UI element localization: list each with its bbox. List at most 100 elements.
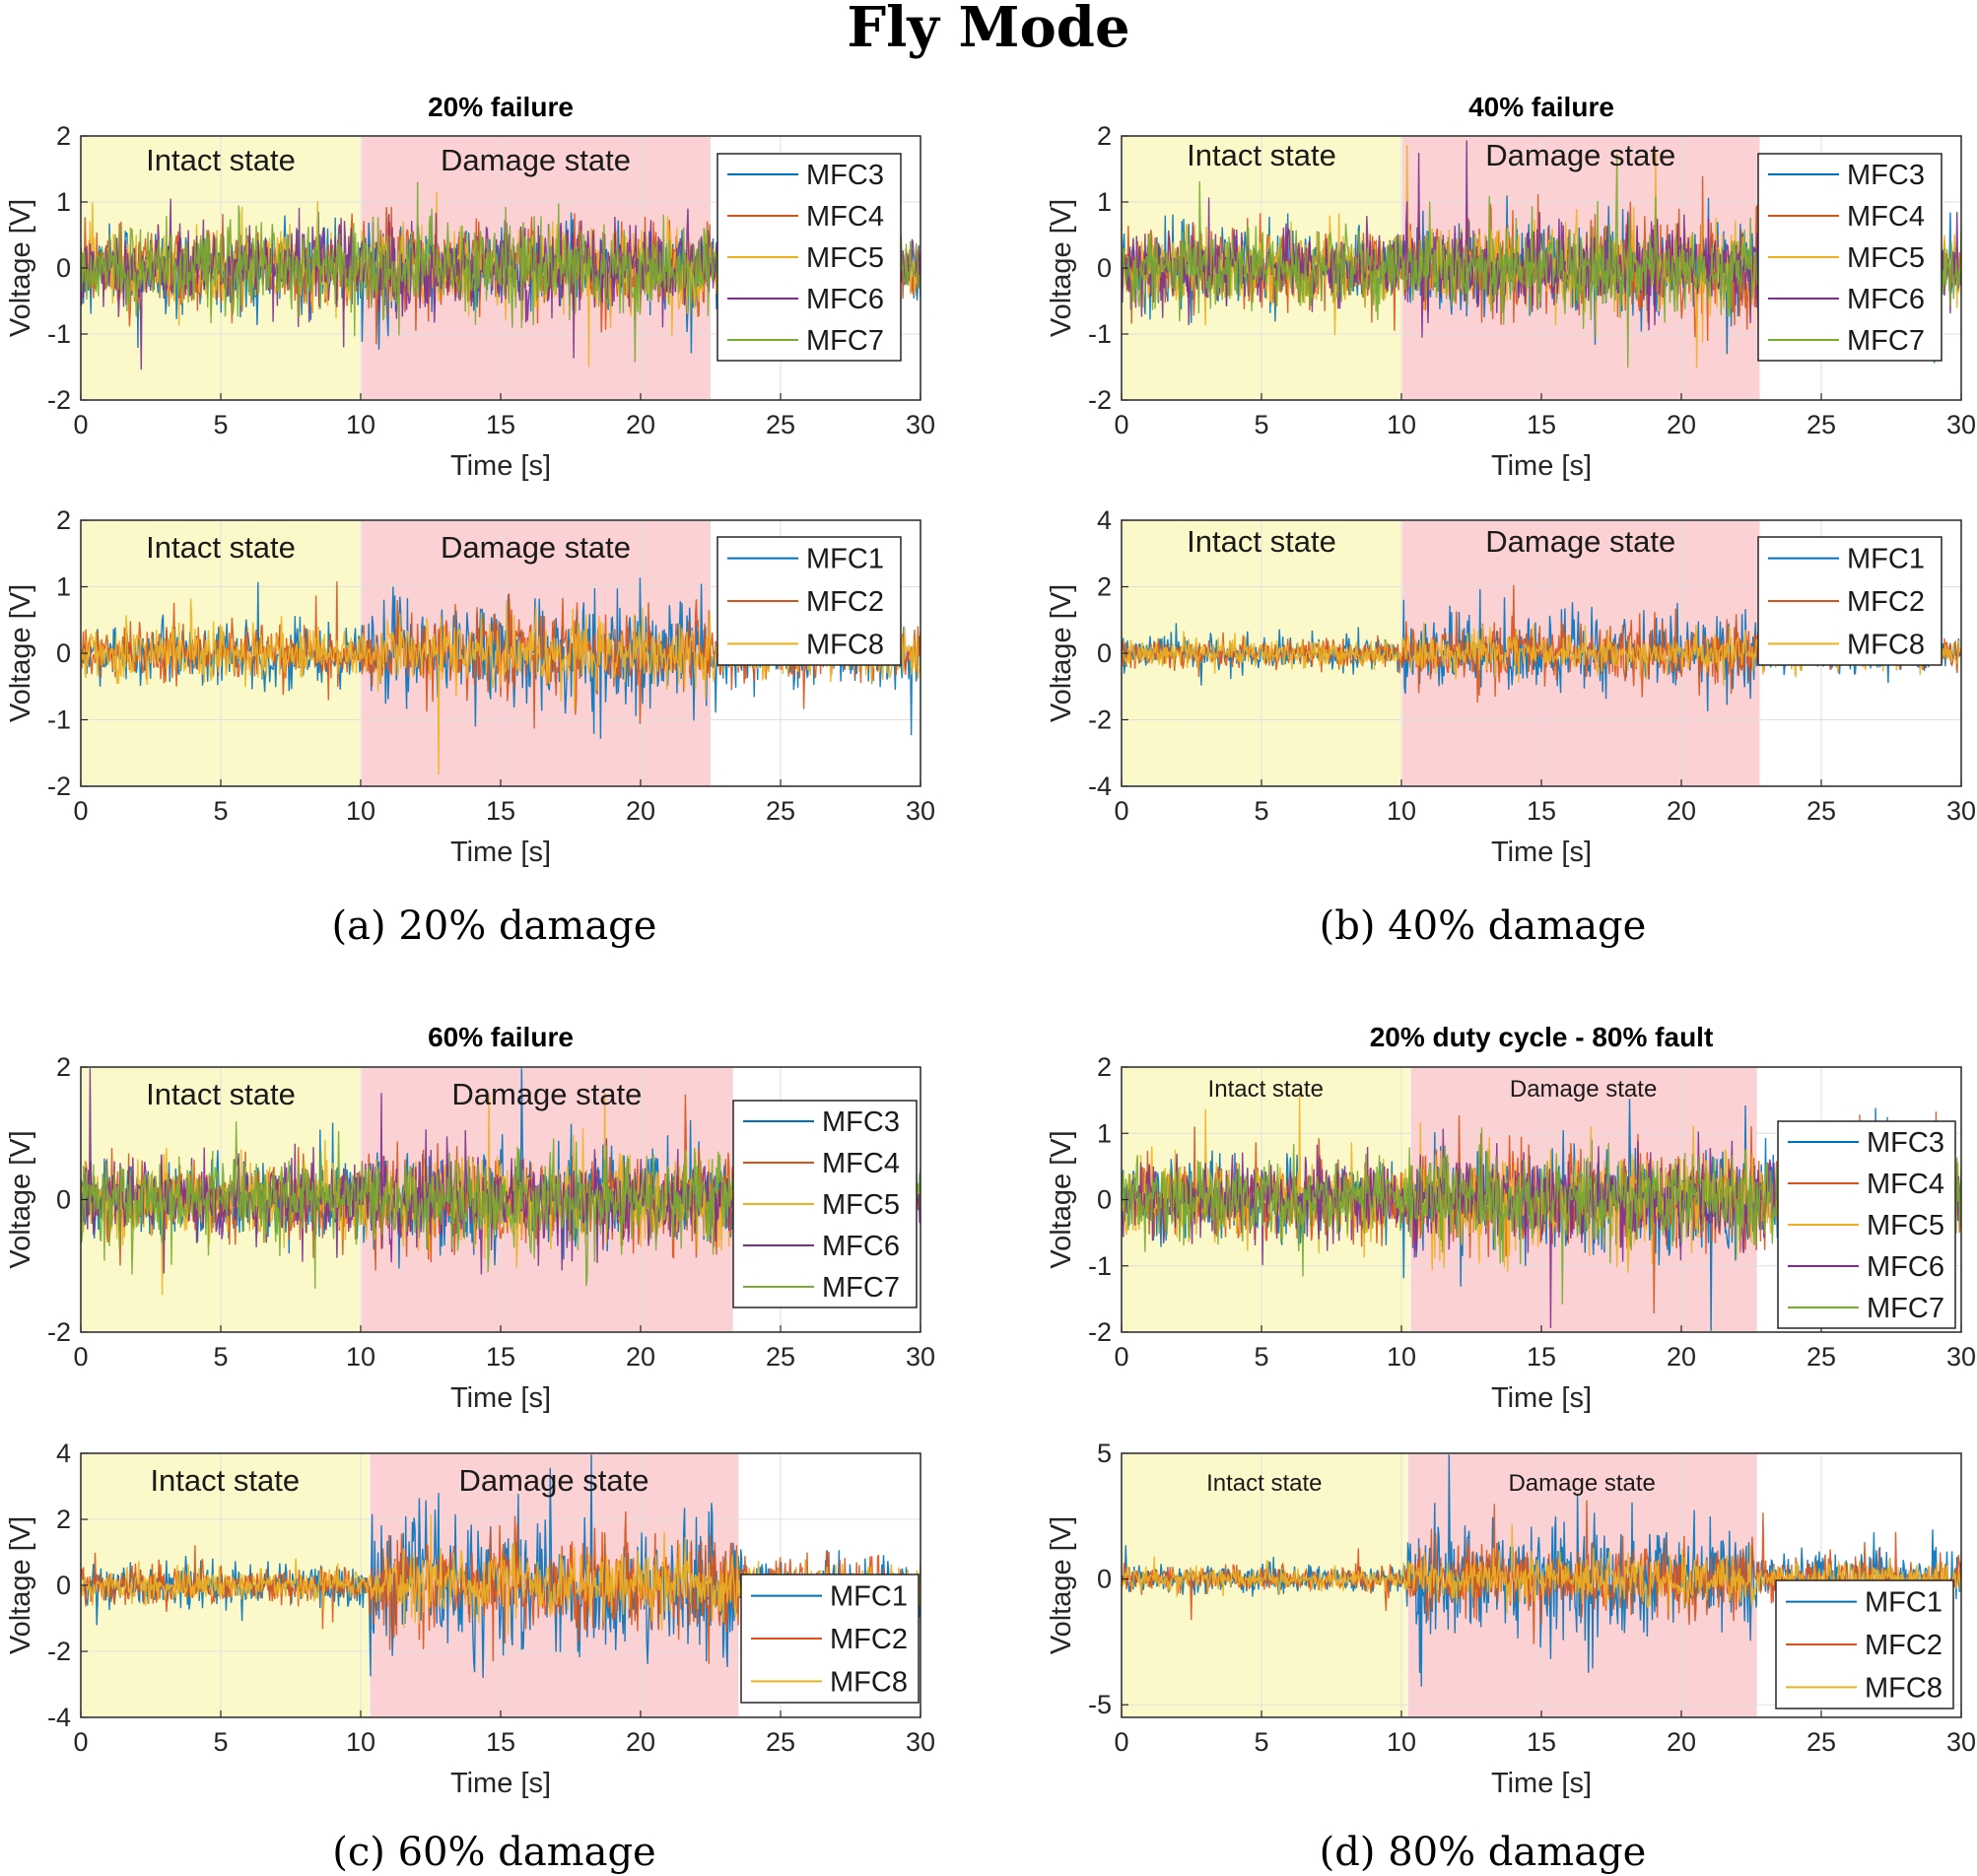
y-tick-label: 4 [56, 1439, 71, 1468]
x-axis-label: Time [s] [1491, 450, 1592, 482]
legend-label-MFC5: MFC5 [822, 1189, 900, 1221]
legend: MFC1 MFC2 MFC8 [716, 536, 902, 666]
x-tick-label: 25 [766, 796, 795, 826]
legend-label-MFC1: MFC1 [1847, 544, 1925, 575]
region-label-intact: Intact state [1208, 1076, 1324, 1103]
caption-a: (a) 20% damage [331, 904, 657, 949]
y-axis-label: Voltage [V] [1046, 584, 1077, 722]
x-tick-label: 15 [486, 1727, 515, 1757]
y-tick-label: 1 [1097, 187, 1112, 217]
x-tick-label: 20 [1667, 1727, 1696, 1757]
x-tick-label: 25 [1807, 1342, 1836, 1372]
legend-label-MFC7: MFC7 [822, 1272, 900, 1304]
y-axis-label: Voltage [V] [5, 584, 36, 722]
panel-title: 60% failure [428, 1022, 574, 1052]
x-axis-label: Time [s] [450, 450, 551, 482]
x-tick-label: 0 [1114, 410, 1128, 439]
legend-label-MFC1: MFC1 [830, 1581, 908, 1613]
legend-label-MFC1: MFC1 [1865, 1587, 1943, 1619]
y-tick-label: 0 [1097, 1565, 1112, 1594]
y-tick-label: -2 [47, 771, 71, 801]
x-tick-label: 30 [906, 1342, 935, 1372]
x-tick-label: 20 [1667, 410, 1696, 439]
x-tick-label: 10 [1387, 1727, 1416, 1757]
x-tick-label: 0 [1114, 1342, 1128, 1372]
legend-label-MFC3: MFC3 [1847, 160, 1925, 191]
y-tick-label: -2 [1088, 705, 1112, 735]
region-label-damage: Damage state [441, 143, 631, 177]
y-tick-label: -1 [47, 705, 71, 735]
x-tick-label: 5 [213, 1342, 228, 1372]
legend-label-MFC6: MFC6 [822, 1231, 900, 1262]
legend: MFC1 MFC2 MFC8 [1757, 536, 1943, 666]
legend-label-MFC2: MFC2 [806, 586, 884, 618]
x-tick-label: 30 [906, 410, 935, 439]
x-tick-label: 20 [626, 1727, 655, 1757]
caption-d: (d) 80% damage [1319, 1830, 1647, 1875]
caption-c: (c) 60% damage [332, 1830, 656, 1875]
y-tick-label: -1 [1088, 319, 1112, 349]
legend-label-MFC2: MFC2 [1847, 586, 1925, 618]
x-axis-label: Time [s] [450, 1382, 551, 1414]
legend-label-MFC5: MFC5 [1867, 1210, 1944, 1241]
legend-label-MFC6: MFC6 [1867, 1251, 1944, 1283]
region-label-damage: Damage state [1485, 138, 1675, 172]
y-tick-label: 5 [1097, 1439, 1112, 1468]
legend-label-MFC4: MFC4 [1867, 1169, 1944, 1200]
region-label-intact: Intact state [146, 143, 296, 177]
figure-title: Fly Mode [847, 0, 1130, 60]
legend-label-MFC5: MFC5 [1847, 242, 1925, 274]
x-tick-label: 20 [1667, 796, 1696, 826]
x-tick-label: 25 [1807, 796, 1836, 826]
y-axis-label: Voltage [V] [1046, 1130, 1077, 1268]
y-tick-label: -2 [1088, 385, 1112, 415]
x-tick-label: 10 [346, 410, 375, 439]
y-tick-label: -2 [47, 1317, 71, 1347]
legend-label-MFC3: MFC3 [806, 160, 884, 191]
x-tick-label: 5 [1254, 1342, 1268, 1372]
x-tick-label: 0 [73, 410, 88, 439]
y-tick-label: 2 [1097, 1052, 1112, 1082]
y-tick-label: 0 [56, 1571, 71, 1600]
y-tick-label: 0 [56, 638, 71, 668]
y-tick-label: 0 [56, 253, 71, 283]
x-tick-label: 5 [213, 1727, 228, 1757]
legend-label-MFC4: MFC4 [1847, 201, 1925, 233]
x-tick-label: 15 [1527, 796, 1556, 826]
y-tick-label: 1 [56, 187, 71, 217]
legend-label-MFC1: MFC1 [806, 544, 884, 575]
y-tick-label: -4 [47, 1703, 71, 1732]
x-axis-label: Time [s] [1491, 837, 1592, 868]
x-tick-label: 10 [346, 796, 375, 826]
y-axis-label: Voltage [V] [5, 1516, 36, 1654]
legend: MFC3 MFC4 MFC5 MFC6 MFC7 [716, 153, 902, 362]
legend: MFC3 MFC4 MFC5 MFC6 MFC7 [732, 1100, 918, 1308]
panel-d-top: 0 5 10 15 20 25 30 -2 -1 0 1 2 Time [s] Voltage [V] 20… [1046, 1022, 1976, 1414]
x-tick-label: 20 [626, 410, 655, 439]
region-label-damage: Damage state [1485, 524, 1675, 559]
y-tick-label: -1 [1088, 1251, 1112, 1281]
x-tick-label: 0 [1114, 1727, 1128, 1757]
legend-label-MFC6: MFC6 [1847, 284, 1925, 315]
y-tick-label: 1 [56, 572, 71, 602]
x-tick-label: 30 [1946, 796, 1976, 826]
region-label-intact: Intact state [146, 1077, 296, 1111]
x-tick-label: 30 [1946, 410, 1976, 439]
x-tick-label: 20 [626, 1342, 655, 1372]
panel-b-bottom: 0 5 10 15 20 25 30 -4 -2 0 2 4 Time [s] Voltage [V] In… [1046, 505, 1976, 868]
x-tick-label: 0 [73, 1727, 88, 1757]
y-tick-label: 2 [1097, 121, 1112, 151]
x-tick-label: 25 [766, 410, 795, 439]
panel-b-top: 0 5 10 15 20 25 30 -2 -1 0 1 2 Time [s] Voltage [V] 40… [1046, 92, 1976, 482]
legend-label-MFC8: MFC8 [806, 629, 884, 660]
x-tick-label: 10 [1387, 1342, 1416, 1372]
x-tick-label: 10 [346, 1342, 375, 1372]
x-tick-label: 5 [1254, 410, 1268, 439]
region-label-intact: Intact state [150, 1463, 300, 1498]
y-axis-label: Voltage [V] [1046, 1516, 1077, 1654]
y-tick-label: -1 [47, 319, 71, 349]
legend-label-MFC2: MFC2 [830, 1624, 908, 1655]
y-tick-label: 2 [56, 505, 71, 535]
